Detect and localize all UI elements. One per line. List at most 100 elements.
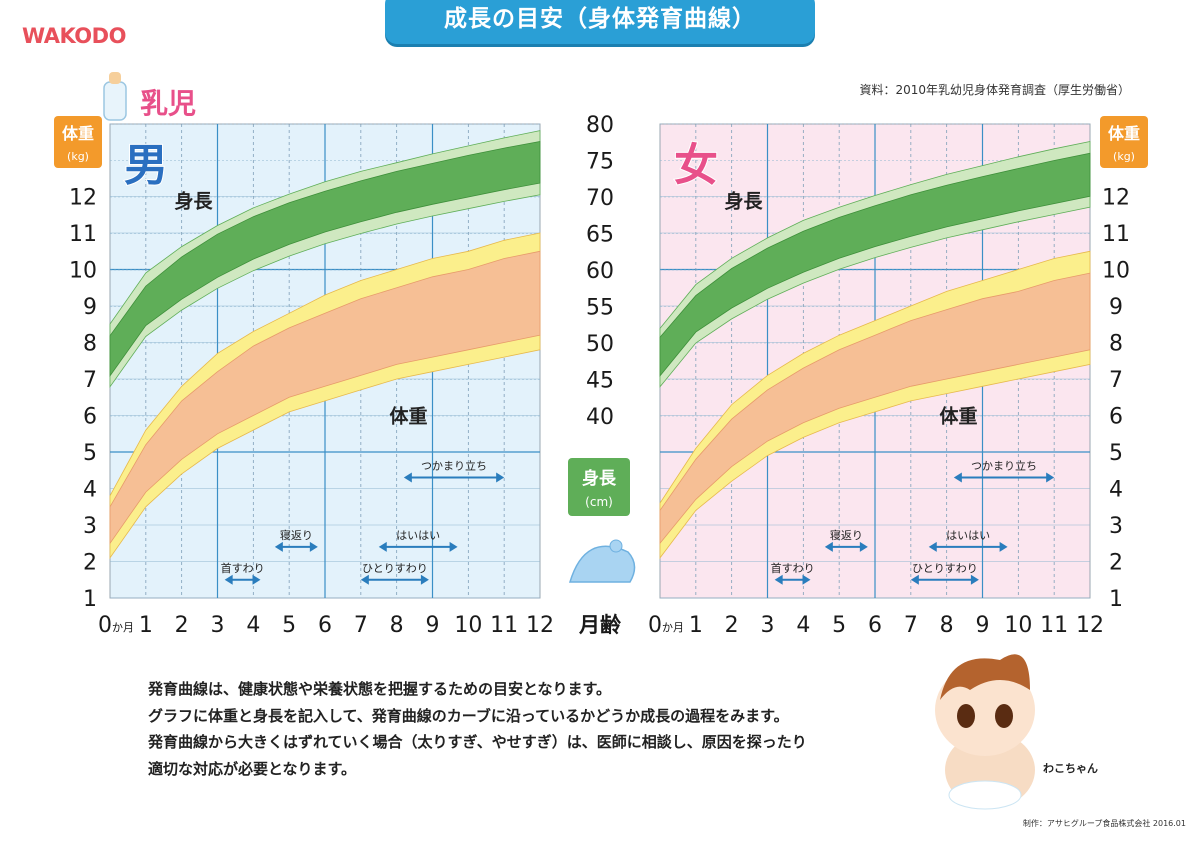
- height-tick-label: 65: [586, 223, 614, 248]
- mascot-name: わこちゃん: [1043, 762, 1098, 775]
- month-tick-label: 11: [490, 613, 518, 638]
- baby-bottle-icon: [103, 81, 127, 121]
- month-tick-label: 2: [725, 613, 739, 638]
- month-tick-label: 2: [175, 613, 189, 638]
- height-tick-label: 75: [586, 150, 614, 175]
- milestone-arrowhead: [252, 574, 261, 585]
- height-tick-label: 45: [586, 369, 614, 394]
- milestone-arrowhead: [953, 472, 962, 483]
- weight-tick-label: 10: [69, 259, 97, 284]
- weight-tick-label: 3: [83, 514, 97, 539]
- weight-axis-title: 体重: [1108, 124, 1140, 143]
- height-tick-label: 60: [586, 259, 614, 284]
- description-line: 適切な対応が必要となります。: [148, 759, 357, 778]
- milestone-label: 寝返り: [280, 528, 313, 542]
- weight-tick-label: 1: [1109, 587, 1123, 612]
- weight-tick-label: 4: [83, 478, 97, 503]
- milestone-label: つかまり立ち: [421, 459, 487, 473]
- month-tick-label: 9: [976, 613, 990, 638]
- month-tick-label: 3: [761, 613, 775, 638]
- credit-line: 制作：アサヒグループ食品株式会社 2016.01: [1022, 819, 1186, 828]
- weight-band-label: 体重: [390, 405, 428, 428]
- weight-band-inner: [109, 250, 541, 545]
- milestone-arrowhead: [824, 541, 833, 552]
- height-tick-label: 80: [586, 113, 614, 138]
- milestone-arrowhead: [802, 574, 811, 585]
- brand-logo: WAKODO: [22, 24, 126, 48]
- weight-tick-label: 4: [1109, 478, 1123, 503]
- milestone-arrowhead: [970, 574, 979, 585]
- milestone-arrowhead: [378, 541, 387, 552]
- month-tick-label: 10: [454, 613, 482, 638]
- milestone-arrowhead: [360, 574, 369, 585]
- mascot-hair-icon: [940, 654, 1030, 700]
- month-tick-label: 4: [796, 613, 810, 638]
- milestone-arrowhead: [449, 541, 458, 552]
- month-tick-label: 7: [904, 613, 918, 638]
- milestone-label: 首すわり: [221, 561, 265, 575]
- milestone-label: つかまり立ち: [971, 459, 1037, 473]
- month-tick-label: 5: [832, 613, 846, 638]
- height-tick-label: 40: [586, 405, 614, 430]
- milestone-arrowhead: [910, 574, 919, 585]
- height-axis-badge: [568, 458, 630, 516]
- month-tick-label: 0: [648, 613, 662, 638]
- weight-axis-title: 体重: [62, 124, 94, 143]
- weight-tick-label: 5: [1109, 441, 1123, 466]
- month-zero-suffix: か月: [112, 621, 134, 634]
- source-note: 資料：2010年乳幼児身体発育調査（厚生労働省）: [859, 83, 1130, 97]
- month-tick-label: 9: [426, 613, 440, 638]
- milestone-arrowhead: [1046, 472, 1055, 483]
- milestone-arrowhead: [774, 574, 783, 585]
- description-line: グラフに体重と身長を記入して、発育曲線のカーブに沿っているかどうか成長の過程をみ…: [148, 706, 789, 725]
- weight-tick-label: 10: [1102, 259, 1130, 284]
- title-banner: 成長の目安（身体発育曲線）: [385, 0, 815, 44]
- weight-tick-label: 9: [1109, 295, 1123, 320]
- weight-tick-label: 1: [83, 587, 97, 612]
- weight-tick-label: 3: [1109, 514, 1123, 539]
- height-band-inner: [659, 152, 1091, 378]
- mascot-eye-icon: [995, 704, 1013, 728]
- month-tick-label: 5: [282, 613, 296, 638]
- weight-tick-label: 2: [1109, 551, 1123, 576]
- milestone-arrowhead: [274, 541, 283, 552]
- height-tick-label: 50: [586, 332, 614, 357]
- milestone-label: はいはい: [946, 529, 990, 542]
- weight-axis-unit: (kg): [67, 150, 89, 163]
- month-tick-label: 1: [139, 613, 153, 638]
- weight-tick-label: 9: [83, 295, 97, 320]
- month-tick-label: 4: [246, 613, 260, 638]
- description-line: 発育曲線は、健康状態や栄養状態を把握するための目安となります。: [148, 680, 612, 698]
- mascot-head-icon: [935, 664, 1035, 756]
- month-tick-label: 1: [689, 613, 703, 638]
- milestone-arrowhead: [999, 541, 1008, 552]
- month-tick-label: 8: [390, 613, 404, 638]
- milestone-label: ひとりすわり: [912, 562, 978, 575]
- weight-tick-label: 8: [1109, 332, 1123, 357]
- boy-panel-title: 男: [124, 140, 168, 191]
- height-axis-unit: (cm): [585, 495, 613, 509]
- weight-tick-label: 12: [69, 186, 97, 211]
- month-tick-label: 6: [318, 613, 332, 638]
- weight-tick-label: 6: [83, 405, 97, 430]
- mascot-eye-icon: [957, 704, 975, 728]
- month-axis-title: 月齢: [578, 613, 622, 637]
- mascot-diaper-icon: [948, 780, 1022, 810]
- height-band-label: 身長: [175, 190, 214, 213]
- height-band-label: 身長: [725, 190, 764, 213]
- milestone-arrowhead: [224, 574, 233, 585]
- month-zero-suffix: か月: [662, 621, 684, 634]
- girl-panel-title: 女: [674, 140, 718, 191]
- milestone-label: 首すわり: [771, 561, 815, 575]
- weight-axis-unit: (kg): [1113, 150, 1135, 163]
- milestone-arrowhead: [403, 472, 412, 483]
- weight-tick-label: 7: [1109, 368, 1123, 393]
- month-tick-label: 12: [526, 613, 554, 638]
- month-tick-label: 6: [868, 613, 882, 638]
- milestone-arrowhead: [859, 541, 868, 552]
- milestone-arrowhead: [928, 541, 937, 552]
- description: 発育曲線は、健康状態や栄養状態を把握するための目安となります。 グラフに体重と身…: [148, 676, 807, 782]
- month-tick-label: 12: [1076, 613, 1104, 638]
- month-tick-label: 3: [211, 613, 225, 638]
